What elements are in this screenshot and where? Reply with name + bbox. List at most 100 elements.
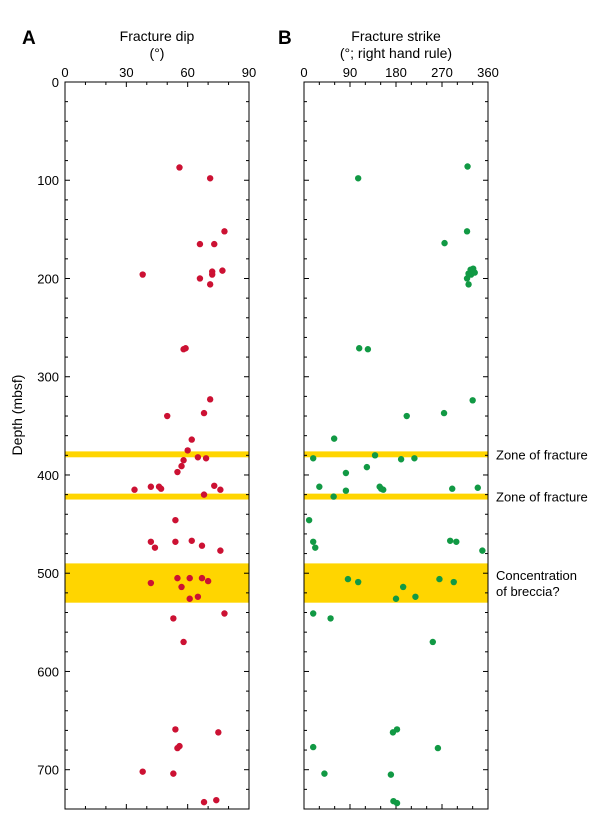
dip-point xyxy=(170,770,177,777)
zone-band-a-2 xyxy=(65,493,249,500)
strike-point xyxy=(330,493,337,500)
dip-point xyxy=(157,485,165,492)
strike-point xyxy=(389,729,397,736)
strike-point xyxy=(465,281,472,288)
zone-label-1: Zone of fracture xyxy=(496,447,588,462)
panel-a-subtitle: (°) xyxy=(150,45,165,61)
dip-point xyxy=(172,516,179,524)
strike-point xyxy=(469,397,476,404)
strike-point xyxy=(321,770,328,777)
y-tick-label: 500 xyxy=(37,566,59,581)
strike-point xyxy=(434,744,442,752)
x-tick-label-a: 0 xyxy=(61,65,68,80)
strike-point xyxy=(399,583,407,591)
x-tick-label-b: 90 xyxy=(343,65,357,80)
strike-point xyxy=(354,175,362,182)
dip-point xyxy=(200,798,208,806)
dip-point xyxy=(188,436,195,443)
strike-point xyxy=(342,469,350,477)
x-tick-label-b: 0 xyxy=(300,65,307,80)
strike-point xyxy=(344,575,352,583)
dip-point xyxy=(217,486,224,493)
strike-point xyxy=(312,544,319,551)
strike-point xyxy=(342,487,350,494)
x-tick-label-a: 60 xyxy=(180,65,194,80)
zone-label-3: Concentration xyxy=(496,568,577,583)
strike-point xyxy=(479,547,486,554)
dip-point xyxy=(202,455,210,462)
dip-point xyxy=(172,538,179,545)
y-tick-label: 600 xyxy=(37,664,59,679)
y-tick-label: 300 xyxy=(37,370,59,385)
dip-point xyxy=(196,240,204,248)
y-tick-label: 200 xyxy=(37,271,59,286)
dip-point xyxy=(170,615,177,622)
dip-point xyxy=(206,281,214,288)
strike-point xyxy=(327,615,334,622)
y-tick-label: 400 xyxy=(37,468,59,483)
strike-point xyxy=(392,595,400,602)
strike-point xyxy=(436,575,443,583)
dip-point xyxy=(172,726,179,733)
dip-point xyxy=(139,271,146,278)
dip-point xyxy=(188,537,195,544)
zone-band-b-2 xyxy=(304,493,488,500)
dip-point xyxy=(174,468,181,476)
panel-a-ticks: 0 30 60 90 0 100 200 300 400 500 600 700 xyxy=(37,65,256,810)
dip-point xyxy=(131,486,138,493)
x-tick-label-a: 30 xyxy=(119,65,133,80)
dip-point xyxy=(180,638,187,646)
y-tick-label: 0 xyxy=(52,75,59,90)
dip-point xyxy=(215,729,222,736)
strike-point xyxy=(470,268,477,275)
zone-labels: Zone of fracture Zone of fracture Concentr… xyxy=(496,447,588,599)
dip-point xyxy=(180,457,187,464)
strike-point xyxy=(354,578,362,586)
strike-point xyxy=(397,456,405,463)
dip-point xyxy=(147,538,155,545)
strike-point xyxy=(403,412,410,420)
strike-point xyxy=(364,346,372,353)
strike-point xyxy=(463,275,471,282)
dip-point xyxy=(174,744,181,752)
x-tick-label-a: 90 xyxy=(242,65,256,80)
dip-point xyxy=(213,796,220,804)
panel-a-fracture-dip: A Fracture dip (°) Depth (mbsf) 0 30 60 900… xyxy=(9,28,256,810)
strike-point xyxy=(450,578,457,586)
strike-point xyxy=(474,484,481,491)
strike-point xyxy=(412,593,419,600)
zone-band-b-1 xyxy=(304,451,488,458)
panel-b-ticks: 0 90 180 270 360 xyxy=(300,65,499,810)
strike-point xyxy=(305,516,313,524)
panel-a-frame xyxy=(64,81,250,810)
zone-band-a-3 xyxy=(65,563,249,603)
strike-point xyxy=(363,463,371,471)
strike-point xyxy=(310,538,317,545)
dip-point xyxy=(198,574,206,582)
dip-point xyxy=(180,346,187,353)
dip-point xyxy=(186,595,193,602)
strike-point xyxy=(310,455,317,462)
panel-b-points xyxy=(305,163,486,807)
panel-a-letter: A xyxy=(22,28,36,49)
dip-point xyxy=(151,544,159,551)
dip-point xyxy=(211,482,218,489)
dip-point xyxy=(176,164,183,171)
strike-point xyxy=(393,799,401,807)
dip-point xyxy=(147,483,155,490)
dip-point xyxy=(186,574,193,582)
panel-a-title: Fracture dip xyxy=(120,28,195,44)
x-tick-label-b: 360 xyxy=(477,65,499,80)
strike-point xyxy=(371,452,379,459)
panel-b-title: Fracture strike xyxy=(351,28,441,44)
dip-point xyxy=(194,593,202,600)
dip-point xyxy=(174,574,181,582)
panel-a-points xyxy=(131,164,228,806)
panel-b-letter: B xyxy=(278,28,292,49)
dip-point xyxy=(178,462,185,470)
dip-point xyxy=(211,240,218,248)
strike-point xyxy=(429,638,436,646)
dip-point xyxy=(198,542,206,549)
strike-point xyxy=(449,485,456,492)
